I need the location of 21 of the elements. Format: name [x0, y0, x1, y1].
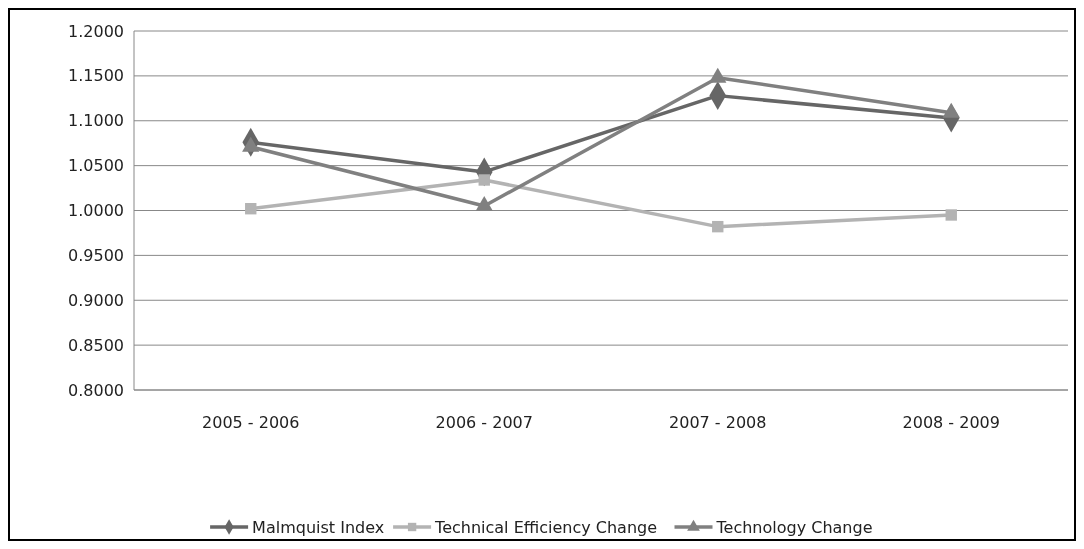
point [475, 196, 493, 212]
x-tick-label: 2006 - 2007 [435, 413, 533, 432]
y-tick-label: 0.9000 [68, 290, 124, 310]
legend-label: Malmquist Index [252, 517, 385, 537]
y-tick-label: 0.9500 [68, 245, 124, 265]
legend-label: Technical Efficiency Change [434, 517, 658, 537]
y-tick-label: 0.8000 [68, 380, 124, 400]
legend-label: Technology Change [715, 517, 873, 537]
x-tick-label: 2007 - 2008 [669, 413, 767, 432]
point [945, 209, 957, 221]
point [245, 203, 257, 215]
y-tick-label: 1.0500 [68, 156, 124, 176]
y-tick-label: 1.0000 [68, 201, 124, 221]
y-tick-label: 0.8500 [68, 335, 124, 355]
point [478, 174, 490, 186]
x-tick-label: 2005 - 2006 [202, 413, 300, 432]
y-tick-label: 1.1500 [68, 66, 124, 86]
point [712, 220, 724, 233]
y-tick-label: 1.1000 [68, 111, 124, 131]
x-tick-label: 2008 - 2009 [902, 413, 1000, 432]
y-tick-label: 1.2000 [68, 21, 124, 41]
